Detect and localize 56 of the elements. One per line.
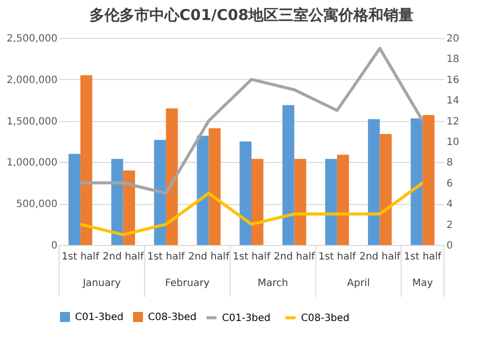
- text: January: [82, 278, 121, 289]
- bar: [111, 158, 124, 245]
- y2-tick-label: 6: [446, 178, 453, 190]
- bar: [80, 75, 92, 245]
- bar: [422, 115, 434, 245]
- bar: [282, 105, 294, 245]
- legend-label: C01-3bed: [75, 312, 124, 323]
- x-tick-label: 1st half: [404, 252, 442, 262]
- x-tick-label: 1st half: [318, 252, 356, 262]
- legend-label: C08-3bed: [301, 312, 350, 324]
- x-tick-label: 1st half: [147, 252, 186, 262]
- bar: [154, 140, 166, 245]
- y2-tick-label: 8: [446, 158, 453, 169]
- y2-tick-label: 18: [446, 54, 460, 66]
- bar: [196, 136, 209, 245]
- bar: [240, 142, 252, 245]
- line-series: [78, 46, 424, 195]
- text: April: [347, 278, 370, 289]
- y2-tick-label: 14: [446, 96, 460, 107]
- chart-title: 多伦多市中心C01/C08地区三室公寓价格和销量: [89, 6, 414, 24]
- y2-tick-label: 12: [446, 116, 460, 128]
- bar: [368, 119, 380, 245]
- y2-tick-label: 2: [446, 220, 453, 231]
- y2-tick-label: 4: [446, 199, 453, 210]
- bar: [166, 108, 178, 245]
- text: February: [165, 278, 210, 289]
- legend-label: C01-3bed: [222, 312, 271, 324]
- bar: [123, 170, 136, 245]
- y2-tick-label: 10: [446, 137, 460, 148]
- y2-tick-label: 20: [446, 34, 460, 44]
- x-tick-label: 2nd half: [188, 252, 230, 262]
- bar: [68, 154, 80, 245]
- bar: [380, 134, 392, 245]
- x-tick-label: 1st half: [62, 252, 100, 262]
- legend-label: C08-3bed: [148, 312, 197, 323]
- y-tick-label: 0: [51, 240, 58, 252]
- text: May: [412, 278, 434, 289]
- y-tick-label: 2,500,000: [6, 34, 58, 44]
- line-series: [78, 181, 424, 236]
- y-tick-label: 1,500,000: [6, 116, 58, 128]
- bar: [410, 118, 423, 245]
- bar: [294, 158, 306, 245]
- y2-tick-label: 0: [446, 240, 453, 252]
- bar: [337, 154, 349, 245]
- y2-tick-label: 16: [446, 74, 460, 86]
- text: March: [258, 278, 288, 289]
- x-tick-label: 2nd half: [274, 252, 316, 262]
- y-tick-label: 1,000,000: [6, 158, 58, 169]
- y-tick-label: 2,000,000: [6, 74, 58, 86]
- x-tick-label: 2nd half: [359, 252, 401, 262]
- bar: [252, 158, 264, 245]
- bar: [325, 158, 338, 245]
- x-tick-label: 1st half: [232, 252, 271, 262]
- bar: [208, 128, 221, 245]
- x-tick-label: 2nd half: [102, 252, 144, 262]
- y-tick-label: 500,000: [16, 199, 58, 210]
